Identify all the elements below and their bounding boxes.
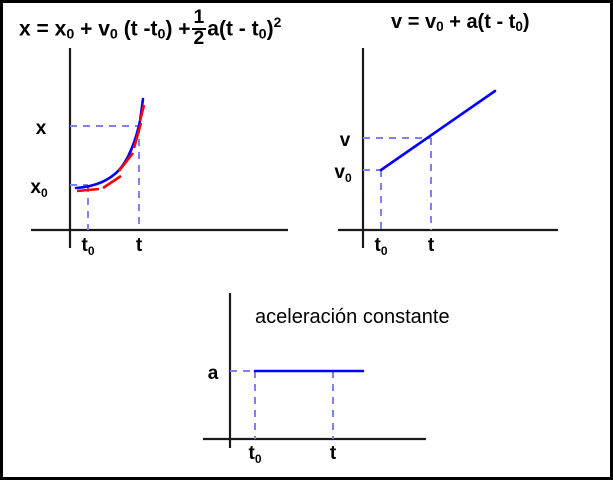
label-v0: v0 [334, 162, 352, 185]
equation-position-term2-paren-close: ) [165, 17, 173, 41]
curve-velocity [379, 89, 497, 172]
equation-velocity-equals: = [407, 11, 420, 33]
equation-velocity-plus: + [449, 11, 461, 33]
equation-velocity-term2: a(t - t [466, 11, 516, 33]
fraction-numerator: 1 [191, 7, 207, 30]
equation-position-plus1: + [80, 17, 93, 41]
equation-velocity: v = v0 + a(t - t0) [391, 11, 530, 34]
fraction-denominator: 2 [193, 27, 205, 49]
equation-position-term2-subscript: 0 [109, 26, 118, 43]
label-t: t [136, 235, 143, 256]
label-a: a [208, 363, 219, 384]
equation-position-term2-paren: (t -t [123, 17, 158, 41]
equation-position-term2-paren-subscript: 0 [157, 26, 166, 43]
equation-velocity-term1: v [424, 11, 437, 33]
equation-velocity-term2-subscript: 0 [515, 18, 523, 34]
equation-velocity-term2-close: ) [522, 11, 530, 33]
accent-segment-1 [76, 187, 100, 193]
equation-velocity-lhs: v [391, 11, 403, 33]
chart-position-vs-time: x x0 t0 t [23, 43, 308, 258]
equation-position-equals: = [36, 17, 49, 41]
equation-position-exponent: 2 [273, 13, 282, 30]
chart-acceleration-vs-time: a t0 t [198, 293, 448, 466]
label-t0: t0 [374, 235, 387, 258]
equation-position-term3-subscript: 0 [258, 26, 267, 43]
equation-velocity-term1-subscript: 0 [436, 18, 444, 34]
chart-velocity-vs-time: v v0 t0 t [333, 43, 603, 258]
equation-position-term1-subscript: 0 [66, 26, 75, 43]
label-x0: x0 [30, 177, 48, 200]
equation-position-term3: a(t - t [207, 17, 259, 41]
equation-position-term1: x [54, 17, 67, 41]
equation-position: x = x0 + v0 (t -t0) +1 2 a(t - t0)2 [19, 7, 282, 49]
label-x: x [36, 118, 47, 139]
equation-position-term3-close: ) [266, 17, 274, 41]
equation-position-term2: v [98, 17, 110, 41]
accent-segment-2 [102, 174, 122, 190]
accent-segment-4 [132, 122, 143, 149]
accent-segment-3 [117, 152, 135, 172]
accent-segment-5 [138, 104, 146, 122]
caption-acceleration-constant: aceleración constante [255, 306, 450, 328]
label-t0: t0 [81, 235, 94, 258]
label-v: v [340, 130, 351, 151]
equation-position-lhs: x [19, 17, 31, 41]
label-t0: t0 [248, 443, 261, 466]
label-t: t [428, 235, 435, 256]
curve-position [74, 97, 145, 190]
equation-position-plus2: + [178, 17, 191, 41]
label-t: t [330, 443, 337, 464]
